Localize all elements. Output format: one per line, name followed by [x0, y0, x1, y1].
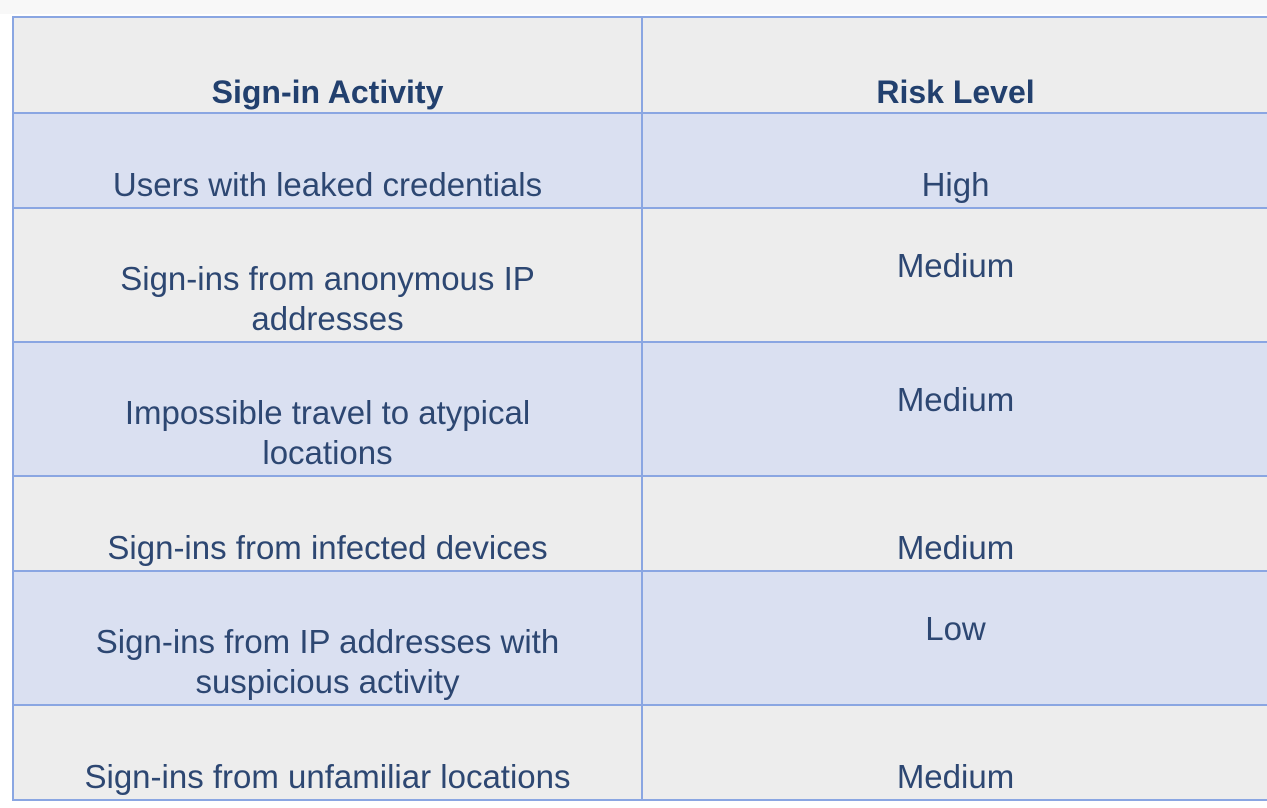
- risk-cell: Medium: [641, 475, 1267, 572]
- risk-cell: High: [641, 112, 1267, 209]
- risk-cell: Low: [641, 570, 1267, 706]
- table-row: Impossible travel to atypical locations …: [12, 341, 1267, 477]
- activity-cell: Users with leaked credentials: [12, 112, 643, 209]
- activity-cell: Sign-ins from anonymous IP addresses: [12, 207, 643, 343]
- risk-cell: Medium: [641, 341, 1267, 477]
- table-row: Sign-ins from IP addresses with suspicio…: [12, 570, 1267, 706]
- header-risk-level: Risk Level: [641, 16, 1267, 114]
- risk-table: Sign-in Activity Risk Level Users with l…: [12, 16, 1267, 801]
- risk-cell: Medium: [641, 704, 1267, 801]
- risk-cell: Medium: [641, 207, 1267, 343]
- activity-cell: Sign-ins from unfamiliar locations: [12, 704, 643, 801]
- top-strip: [0, 0, 1267, 14]
- header-row: Sign-in Activity Risk Level: [12, 16, 1267, 114]
- table-row: Sign-ins from unfamiliar locations Mediu…: [12, 704, 1267, 801]
- table-row: Sign-ins from anonymous IP addresses Med…: [12, 207, 1267, 343]
- activity-cell: Sign-ins from IP addresses with suspicio…: [12, 570, 643, 706]
- table-row: Users with leaked credentials High: [12, 112, 1267, 209]
- activity-cell: Impossible travel to atypical locations: [12, 341, 643, 477]
- activity-cell: Sign-ins from infected devices: [12, 475, 643, 572]
- table-row: Sign-ins from infected devices Medium: [12, 475, 1267, 572]
- header-sign-in-activity: Sign-in Activity: [12, 16, 643, 114]
